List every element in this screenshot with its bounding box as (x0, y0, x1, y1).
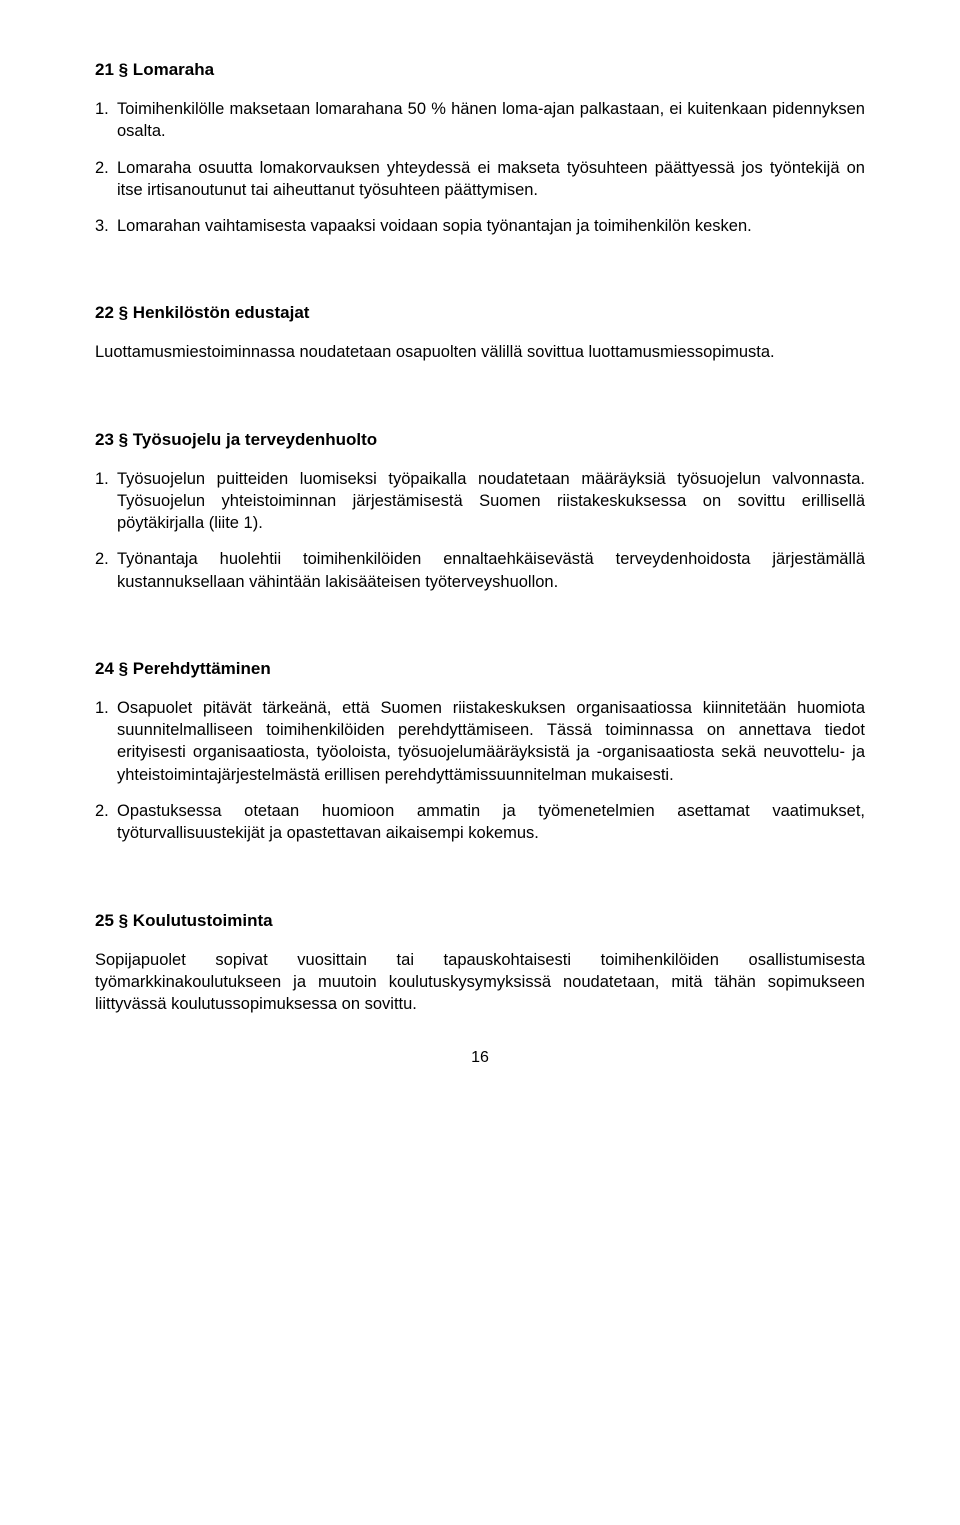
list-item: 2. Työnantaja huolehtii toimihenkilöiden… (95, 548, 865, 593)
document-page: 21 § Lomaraha 1. Toimihenkilölle makseta… (0, 0, 960, 1107)
item-text: Työsuojelun puitteiden luomiseksi työpai… (117, 468, 865, 535)
section-23-list: 1. Työsuojelun puitteiden luomiseksi työ… (95, 468, 865, 593)
item-number: 1. (95, 697, 117, 786)
section-22-paragraph: Luottamusmiestoiminnassa noudatetaan osa… (95, 341, 865, 363)
section-23-heading: 23 § Työsuojelu ja terveydenhuolto (95, 430, 865, 450)
item-text: Toimihenkilölle maksetaan lomarahana 50 … (117, 98, 865, 143)
section-25-heading: 25 § Koulutustoiminta (95, 911, 865, 931)
item-text: Lomaraha osuutta lomakorvauksen yhteydes… (117, 157, 865, 202)
item-text: Lomarahan vaihtamisesta vapaaksi voidaan… (117, 215, 865, 237)
list-item: 2. Lomaraha osuutta lomakorvauksen yhtey… (95, 157, 865, 202)
item-number: 3. (95, 215, 117, 237)
item-text: Työnantaja huolehtii toimihenkilöiden en… (117, 548, 865, 593)
section-22-heading: 22 § Henkilöstön edustajat (95, 303, 865, 323)
section-25-paragraph: Sopijapuolet sopivat vuosittain tai tapa… (95, 949, 865, 1016)
section-24-heading: 24 § Perehdyttäminen (95, 659, 865, 679)
list-item: 1. Toimihenkilölle maksetaan lomarahana … (95, 98, 865, 143)
section-24-list: 1. Osapuolet pitävät tärkeänä, että Suom… (95, 697, 865, 845)
list-item: 3. Lomarahan vaihtamisesta vapaaksi void… (95, 215, 865, 237)
list-item: 1. Osapuolet pitävät tärkeänä, että Suom… (95, 697, 865, 786)
item-text: Osapuolet pitävät tärkeänä, että Suomen … (117, 697, 865, 786)
item-number: 2. (95, 548, 117, 593)
item-number: 1. (95, 98, 117, 143)
list-item: 2. Opastuksessa otetaan huomioon ammatin… (95, 800, 865, 845)
section-21-list: 1. Toimihenkilölle maksetaan lomarahana … (95, 98, 865, 237)
list-item: 1. Työsuojelun puitteiden luomiseksi työ… (95, 468, 865, 535)
item-number: 2. (95, 157, 117, 202)
page-number: 16 (95, 1049, 865, 1067)
section-21-heading: 21 § Lomaraha (95, 60, 865, 80)
item-number: 2. (95, 800, 117, 845)
item-text: Opastuksessa otetaan huomioon ammatin ja… (117, 800, 865, 845)
item-number: 1. (95, 468, 117, 535)
